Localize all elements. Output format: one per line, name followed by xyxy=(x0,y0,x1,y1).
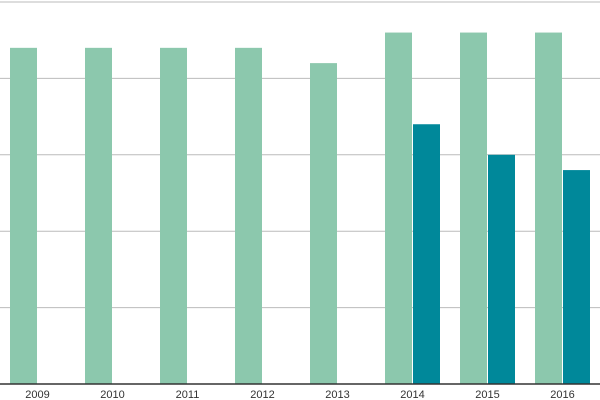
bar xyxy=(385,32,412,385)
bar xyxy=(310,63,337,385)
bar xyxy=(535,32,562,385)
x-tick-label: 2010 xyxy=(100,389,124,400)
x-tick-label: 2012 xyxy=(250,389,274,400)
x-tick-label: 2009 xyxy=(25,389,49,400)
bar xyxy=(488,154,515,384)
bar xyxy=(235,47,262,385)
bar xyxy=(413,124,440,385)
bar xyxy=(563,170,590,384)
x-tick-label: 2016 xyxy=(550,389,574,400)
x-tick-label: 2015 xyxy=(475,389,499,400)
bar xyxy=(10,47,37,385)
bar xyxy=(460,32,487,385)
bar xyxy=(85,47,112,385)
x-tick-label: 2014 xyxy=(400,389,424,400)
x-tick-label: 2011 xyxy=(176,389,200,400)
bar xyxy=(160,47,187,385)
x-tick-label: 2013 xyxy=(325,389,349,400)
